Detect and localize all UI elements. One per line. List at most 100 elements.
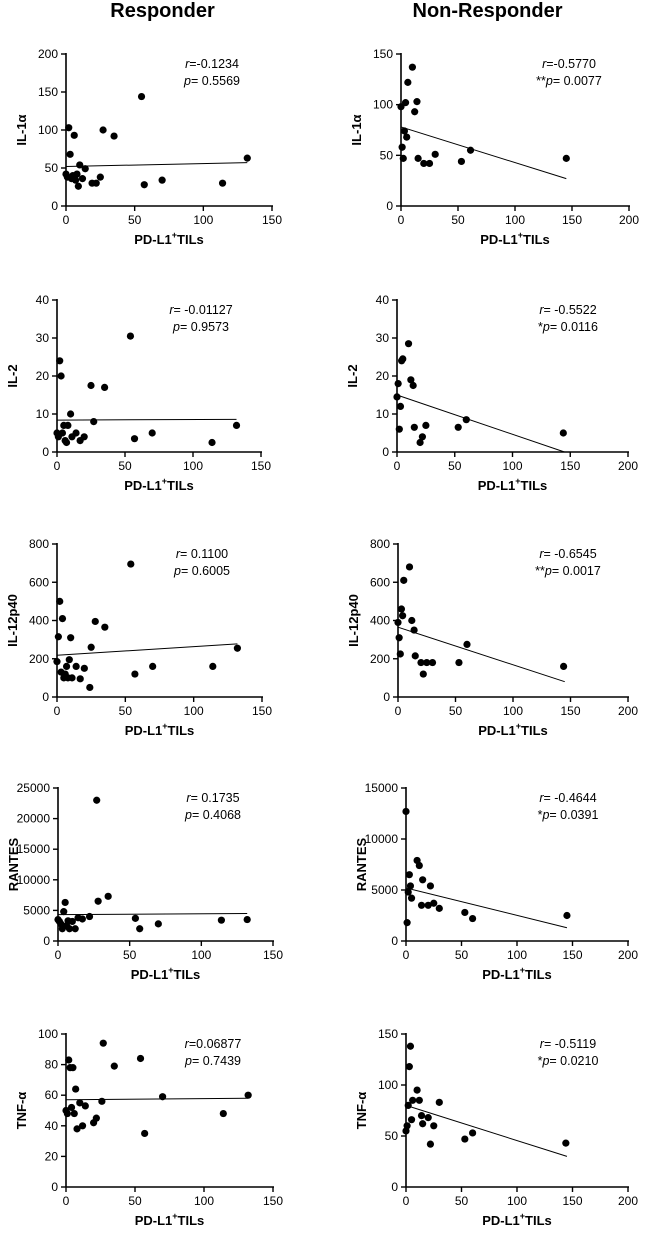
regression-line <box>56 643 238 656</box>
data-point <box>141 1129 149 1138</box>
data-point <box>435 1098 443 1106</box>
data-point <box>560 662 568 671</box>
data-point <box>218 179 227 187</box>
data-point <box>408 616 416 625</box>
x-tick-label: 0 <box>63 213 70 227</box>
x-tick-label: 50 <box>123 948 137 962</box>
x-tick-label: 200 <box>619 213 639 227</box>
data-point <box>57 372 65 380</box>
data-point <box>411 108 419 116</box>
x-tick-label: 100 <box>191 948 211 962</box>
x-tick-label: 50 <box>128 213 142 227</box>
data-point <box>68 917 76 926</box>
data-point <box>400 127 409 135</box>
data-point <box>396 402 405 410</box>
y-tick-label: 100 <box>38 123 58 137</box>
y-tick-label: 0 <box>383 690 390 704</box>
y-tick-label: 25000 <box>17 781 51 795</box>
x-tick-label: 50 <box>128 1194 142 1208</box>
data-point <box>131 670 139 678</box>
p-statistic: p= 0.9573 <box>172 320 229 334</box>
data-point <box>404 1101 412 1109</box>
p-statistic: **p= 0.0017 <box>535 564 601 578</box>
y-tick-label: 10 <box>36 407 50 421</box>
x-tick-label: 150 <box>251 459 271 473</box>
chart-2: 0 50 100 150 0 50 100 150 200 PD-L1+TILs IL-1α r=-0… <box>349 47 639 247</box>
data-point <box>63 1109 71 1118</box>
data-point <box>92 179 100 187</box>
x-tick-label: 100 <box>194 1194 214 1208</box>
data-point <box>399 612 407 620</box>
data-point <box>90 418 98 426</box>
data-point <box>72 176 80 184</box>
x-tick-label: 100 <box>193 213 213 227</box>
data-point <box>62 438 71 447</box>
data-point <box>463 640 471 649</box>
x-axis-title: PD-L1+TILs <box>478 476 548 493</box>
y-tick-label: 20000 <box>17 812 51 826</box>
data-point <box>70 1109 78 1118</box>
y-tick-label: 50 <box>385 1129 399 1143</box>
y-tick-label: 50 <box>45 161 59 175</box>
x-tick-label: 50 <box>448 459 462 473</box>
data-point <box>417 658 425 667</box>
data-point <box>420 159 428 168</box>
data-point <box>101 383 109 391</box>
x-tick-label: 0 <box>395 704 402 718</box>
data-point <box>56 357 64 365</box>
y-tick-label: 400 <box>370 614 390 628</box>
data-point <box>104 892 112 900</box>
data-point <box>397 605 406 613</box>
p-statistic: *p= 0.0391 <box>538 808 599 822</box>
data-point <box>409 381 417 390</box>
data-point <box>430 899 438 907</box>
data-point <box>81 1102 89 1110</box>
y-tick-label: 150 <box>378 1027 398 1041</box>
data-point <box>65 656 73 664</box>
data-point <box>81 165 89 173</box>
regression-line <box>400 126 567 180</box>
x-tick-label: 0 <box>55 948 62 962</box>
x-tick-label: 150 <box>262 213 282 227</box>
y-tick-label: 0 <box>382 445 389 459</box>
x-axis-title: PD-L1+TILs <box>482 1211 552 1228</box>
responder-column-title: Responder <box>110 0 215 22</box>
data-point <box>158 176 166 184</box>
y-tick-label: 100 <box>373 98 393 112</box>
data-point <box>92 1114 100 1122</box>
data-point <box>395 425 403 433</box>
x-tick-label: 150 <box>263 1194 283 1208</box>
y-tick-label: 200 <box>370 652 390 666</box>
regression-line <box>397 626 565 683</box>
data-point <box>76 161 84 169</box>
data-point <box>562 1139 570 1147</box>
data-point <box>127 560 135 568</box>
data-point <box>78 915 86 923</box>
data-point <box>405 871 413 879</box>
p-statistic: p= 0.5569 <box>183 74 240 88</box>
data-point <box>428 658 437 667</box>
data-point <box>136 1054 145 1063</box>
x-tick-label: 0 <box>54 704 61 718</box>
y-tick-label: 800 <box>29 537 49 551</box>
data-point <box>67 410 75 418</box>
y-tick-label: 200 <box>29 652 49 666</box>
chart-5: 0 200 400 600 800 0 50 100 150 PD-L1+TILs IL-12p40… <box>5 537 272 738</box>
data-point <box>91 617 99 626</box>
data-point <box>409 1096 417 1104</box>
data-point <box>430 1122 438 1130</box>
chart-9: 0 20 40 60 80 100 0 50 100 150 PD-L1+TILs TNF-α r=0.… <box>14 1027 283 1228</box>
x-axis-title: PD-L1+TILs <box>134 230 204 247</box>
data-point <box>74 182 82 190</box>
r-statistic: r= -0.5119 <box>540 1037 596 1051</box>
data-point <box>414 154 422 162</box>
data-point <box>62 662 71 671</box>
p-statistic: p= 0.7439 <box>184 1054 241 1068</box>
x-axis-title: PD-L1+TILs <box>480 230 550 247</box>
data-point <box>76 1099 84 1107</box>
data-point <box>87 643 95 651</box>
data-point <box>407 894 416 902</box>
y-tick-label: 0 <box>42 445 49 459</box>
x-tick-label: 150 <box>263 948 283 962</box>
y-tick-label: 100 <box>378 1078 398 1092</box>
